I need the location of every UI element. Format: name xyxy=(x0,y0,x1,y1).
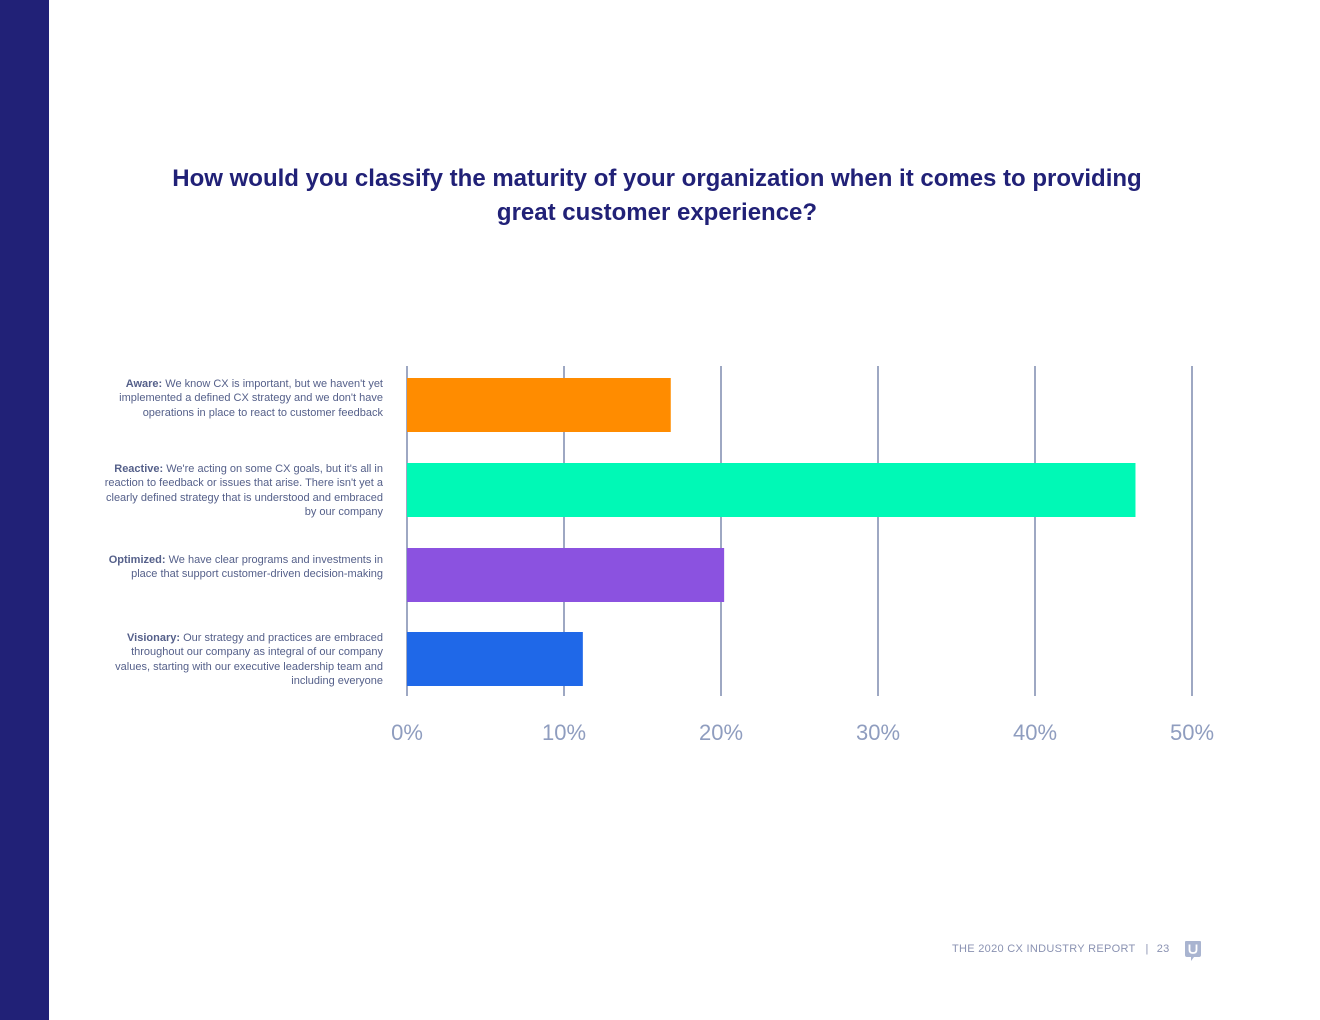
category-label: Optimized: We have clear programs and in… xyxy=(100,553,383,582)
category-term: Visionary: xyxy=(127,632,181,644)
category-description: We're acting on some CX goals, but it's … xyxy=(104,463,383,518)
category-description: We know CX is important, but we haven't … xyxy=(119,378,383,419)
footer-page-number: 23 xyxy=(1156,943,1170,955)
bar xyxy=(407,463,1136,517)
x-tick-label: 30% xyxy=(856,720,900,745)
category-label: Visionary: Our strategy and practices ar… xyxy=(100,631,383,688)
category-description: We have clear programs and investments i… xyxy=(131,554,383,581)
bar xyxy=(407,632,583,686)
brand-logo-icon xyxy=(1185,941,1201,961)
category-term: Optimized: xyxy=(108,554,166,566)
footer: THE 2020 CX INDUSTRY REPORT | 23 xyxy=(952,943,1170,955)
category-description: Our strategy and practices are embraced … xyxy=(115,632,383,687)
category-term: Reactive: xyxy=(114,463,164,475)
x-tick-label: 0% xyxy=(391,720,423,745)
sidebar-accent xyxy=(0,0,49,1020)
category-label: Reactive: We're acting on some CX goals,… xyxy=(100,462,383,519)
category-term: Aware: xyxy=(125,378,163,390)
bar xyxy=(407,378,671,432)
x-tick-label: 10% xyxy=(542,720,586,745)
page-title: How would you classify the maturity of y… xyxy=(172,165,1142,226)
category-label: Aware: We know CX is important, but we h… xyxy=(100,377,383,420)
x-tick-label: 20% xyxy=(699,720,743,745)
bar xyxy=(407,548,725,602)
x-tick-label: 40% xyxy=(1013,720,1057,745)
footer-report-title: THE 2020 CX INDUSTRY REPORT xyxy=(952,943,1136,955)
footer-separator: | xyxy=(1145,943,1149,955)
x-tick-label: 50% xyxy=(1170,720,1214,745)
